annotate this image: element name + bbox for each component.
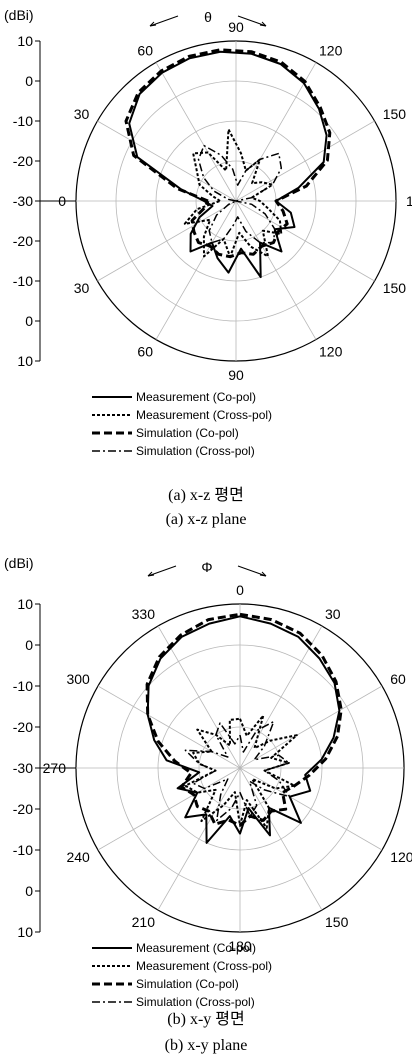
series-line-3 <box>145 612 343 827</box>
radial-tick-label: -10 <box>13 273 33 289</box>
radial-tick-label: -10 <box>13 678 33 694</box>
grid-spoke <box>97 767 241 851</box>
grid-spoke <box>239 625 323 769</box>
unit-label: (dBi) <box>4 555 34 571</box>
series-line-1 <box>128 50 328 279</box>
polar-chart-xz: 10 0 -10 -20 -30 -20 -10 0 10 0 30 60 90 120 150 180 15… <box>4 7 412 528</box>
grid-spoke <box>235 200 375 282</box>
angle-label: 120 <box>319 42 343 58</box>
radial-tick-label: 10 <box>17 596 33 612</box>
angle-label: 90 <box>228 367 244 383</box>
radial-tick-label: 0 <box>25 73 33 89</box>
grid-spoke <box>97 120 237 202</box>
angle-direction-indicator: Φ <box>147 559 267 577</box>
series-line-3 <box>124 48 332 259</box>
angle-direction-indicator: θ <box>149 9 267 27</box>
angle-label: 150 <box>325 914 349 930</box>
grid-spoke <box>235 120 375 202</box>
legend-label: Measurement (Cross-pol) <box>136 408 272 422</box>
angle-labels: 0306090120150180210240270300330 <box>43 582 412 954</box>
polar-grid <box>75 603 405 933</box>
polar-grid <box>75 40 397 362</box>
angle-labels: 0 30 60 90 120 150 180 150 120 90 60 30 <box>58 19 412 383</box>
legend-label: Measurement (Co-pol) <box>136 390 256 404</box>
angle-label: 120 <box>319 344 343 360</box>
angle-label: 30 <box>74 280 90 296</box>
legend: Measurement (Co-pol) Measurement (Cross-p… <box>92 941 272 1009</box>
radial-tick-label: -20 <box>13 153 33 169</box>
legend-label: Simulation (Co-pol) <box>136 426 239 440</box>
angle-label: 60 <box>137 42 153 58</box>
radial-tick-label: 10 <box>17 33 33 49</box>
angle-label: 60 <box>137 344 153 360</box>
caption-ko: (a) x-z 평면 <box>168 486 244 504</box>
theta-symbol: θ <box>204 9 212 25</box>
series-line-2 <box>183 128 283 258</box>
angle-label: 120 <box>390 849 412 865</box>
radial-tick-label: 10 <box>17 353 33 369</box>
angle-label: 180 <box>406 193 412 209</box>
radial-tick-label: -30 <box>13 193 33 209</box>
unit-label: (dBi) <box>4 7 34 23</box>
angle-label: 150 <box>383 106 407 122</box>
legend: Measurement (Co-pol) Measurement (Cross-p… <box>92 390 272 458</box>
phi-symbol: Φ <box>201 559 212 575</box>
legend-label: Simulation (Cross-pol) <box>136 995 255 1009</box>
series-line-4 <box>184 720 291 822</box>
angle-label: 210 <box>132 914 156 930</box>
caption-en: (a) x-z plane <box>166 511 247 528</box>
grid-spoke <box>239 767 383 851</box>
radial-tick-label: 10 <box>17 924 33 940</box>
grid-spoke <box>157 767 241 911</box>
angle-label: 150 <box>383 280 407 296</box>
angle-label: 0 <box>58 193 66 209</box>
radial-tick-label: 0 <box>25 313 33 329</box>
radial-tick-label: -30 <box>13 760 33 776</box>
angle-label: 240 <box>66 849 90 865</box>
grid-spoke <box>155 62 237 202</box>
grid-spoke <box>157 625 241 769</box>
legend-label: Simulation (Co-pol) <box>136 977 239 991</box>
angle-label: 30 <box>325 606 341 622</box>
grid-spoke <box>235 200 317 340</box>
grid-spoke <box>235 62 317 202</box>
caption-en: (b) x-y plane <box>165 1037 248 1054</box>
radial-tick-label: 0 <box>25 637 33 653</box>
grid-spoke <box>97 200 237 282</box>
series-group <box>145 612 343 844</box>
grid-spoke <box>155 200 237 340</box>
legend-label: Measurement (Cross-pol) <box>136 959 272 973</box>
angle-label: 30 <box>74 106 90 122</box>
legend-label: Simulation (Cross-pol) <box>136 444 255 458</box>
legend-label: Measurement (Co-pol) <box>136 941 256 955</box>
angle-label: 60 <box>390 671 406 687</box>
radial-tick-label: -10 <box>13 113 33 129</box>
radial-axis: 10 0 -10 -20 -30 -20 -10 0 10 <box>13 596 76 940</box>
angle-label: 270 <box>43 760 67 776</box>
angle-label: 330 <box>132 606 156 622</box>
radial-tick-label: 0 <box>25 883 33 899</box>
series-line-1 <box>146 615 341 844</box>
series-group <box>124 48 332 279</box>
radial-tick-label: -10 <box>13 842 33 858</box>
grid-spoke <box>239 767 323 911</box>
angle-label: 180 <box>228 938 252 954</box>
radial-tick-label: -20 <box>13 801 33 817</box>
angle-label: 0 <box>236 582 244 598</box>
caption-ko: (b) x-y 평면 <box>167 1010 244 1028</box>
grid-spoke <box>97 685 241 769</box>
radial-tick-label: -20 <box>13 719 33 735</box>
angle-label: 90 <box>228 19 244 35</box>
angle-label: 300 <box>66 671 90 687</box>
radial-axis: 10 0 -10 -20 -30 -20 -10 0 10 <box>13 33 76 369</box>
grid-spoke <box>239 685 383 769</box>
radial-tick-label: -20 <box>13 233 33 249</box>
